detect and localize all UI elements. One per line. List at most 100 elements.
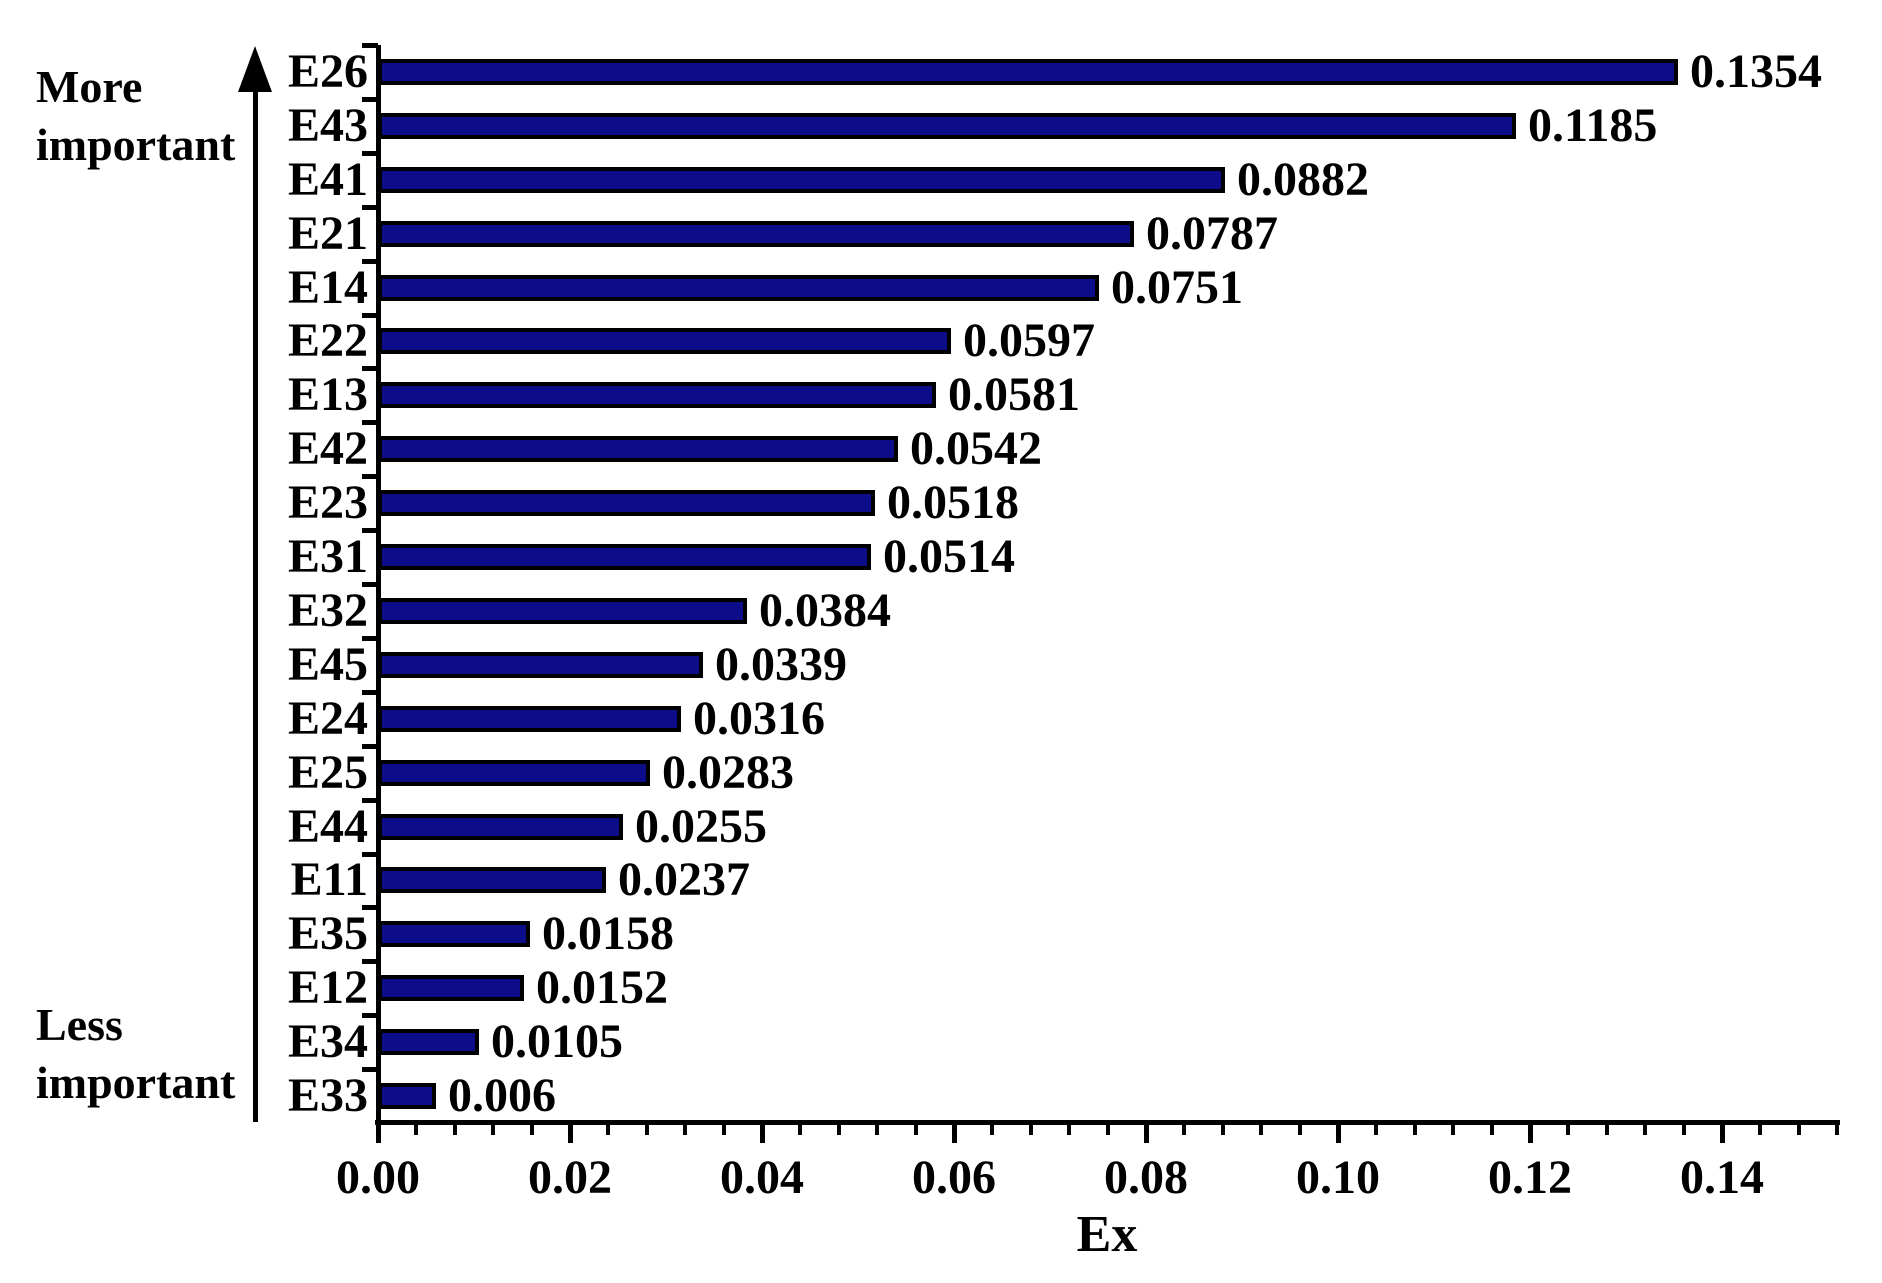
- value-label: 0.0237: [618, 853, 750, 907]
- category-label: E25: [287, 745, 368, 799]
- value-label: 0.0384: [759, 583, 891, 637]
- x-axis-minor-tick: [606, 1123, 611, 1135]
- category-label: E22: [287, 314, 368, 368]
- bar-E24: [378, 705, 681, 732]
- x-axis-minor-tick: [798, 1123, 803, 1135]
- y-axis-tick: [362, 43, 378, 48]
- category-label: E32: [287, 583, 368, 637]
- bar-E25: [378, 759, 650, 786]
- value-label: 0.0339: [715, 637, 847, 691]
- value-label: 0.006: [448, 1069, 556, 1123]
- y-axis-tick: [362, 689, 378, 695]
- x-axis-minor-tick: [721, 1123, 726, 1135]
- category-label: E13: [287, 368, 368, 422]
- y-axis-tick: [362, 743, 378, 749]
- value-label: 0.0542: [910, 422, 1042, 476]
- x-axis-minor-tick: [1182, 1123, 1187, 1135]
- y-axis-tick: [362, 582, 378, 587]
- bar-E42: [378, 436, 898, 463]
- value-label: 0.0581: [948, 368, 1080, 422]
- value-label: 0.0751: [1111, 260, 1243, 314]
- x-axis-title: Ex: [1076, 1206, 1138, 1263]
- value-label: 0.0316: [693, 691, 825, 745]
- bar-E41: [378, 166, 1225, 193]
- category-label: E35: [287, 907, 368, 961]
- x-axis-minor-tick: [1451, 1123, 1456, 1135]
- x-axis-minor-tick: [1028, 1123, 1033, 1135]
- y-axis-tick: [362, 528, 378, 534]
- x-axis-major-tick: [760, 1123, 765, 1143]
- x-axis-minor-tick: [1643, 1123, 1648, 1135]
- bar-E23: [378, 490, 875, 517]
- x-axis-major-tick: [568, 1123, 573, 1143]
- bar-E14: [378, 274, 1099, 301]
- y-axis-tick: [362, 204, 378, 210]
- value-label: 0.0158: [542, 907, 674, 961]
- bar-E44: [378, 813, 623, 840]
- value-label: 0.0152: [536, 961, 668, 1015]
- category-label: E23: [287, 476, 368, 530]
- value-label: 0.0597: [963, 314, 1095, 368]
- x-axis-minor-tick: [1297, 1123, 1302, 1135]
- x-axis-minor-tick: [491, 1123, 496, 1135]
- category-label: E31: [287, 530, 368, 584]
- value-label: 0.0518: [887, 476, 1019, 530]
- y-axis-line: [376, 45, 381, 1123]
- x-tick-label: 0.02: [528, 1151, 612, 1204]
- y-axis-tick: [362, 150, 378, 156]
- bar-E32: [378, 597, 747, 624]
- y-axis-tick: [362, 312, 378, 318]
- y-axis-tick: [362, 420, 378, 426]
- y-axis-tick: [362, 474, 378, 480]
- x-axis-major-tick: [952, 1123, 957, 1143]
- category-label: E41: [287, 152, 368, 206]
- x-axis-minor-tick: [1835, 1123, 1840, 1135]
- bar-E21: [378, 220, 1134, 247]
- y-axis-tick: [362, 635, 378, 641]
- y-axis-tick: [362, 851, 378, 857]
- value-label: 0.0283: [662, 745, 794, 799]
- bar-E34: [378, 1029, 479, 1056]
- x-axis-minor-tick: [836, 1123, 841, 1135]
- x-axis-minor-tick: [1604, 1123, 1609, 1135]
- importance-arrow-head-icon: [238, 46, 272, 92]
- bar-E12: [378, 975, 524, 1002]
- category-label: E21: [287, 206, 368, 260]
- bar-E43: [378, 112, 1516, 139]
- value-label: 0.0514: [883, 530, 1015, 584]
- value-label: 0.0787: [1146, 206, 1278, 260]
- value-label: 0.0255: [635, 799, 767, 853]
- x-tick-label: 0.04: [720, 1151, 804, 1204]
- x-axis-minor-tick: [1259, 1123, 1264, 1135]
- y-axis-tick: [362, 258, 378, 264]
- x-tick-label: 0.12: [1488, 1151, 1572, 1204]
- x-axis-minor-tick: [1758, 1123, 1763, 1135]
- x-axis-minor-tick: [1681, 1123, 1686, 1135]
- x-axis-major-tick: [1336, 1123, 1341, 1143]
- x-axis-major-tick: [1144, 1123, 1149, 1143]
- x-axis-minor-tick: [1220, 1123, 1225, 1135]
- x-axis-minor-tick: [875, 1123, 880, 1135]
- x-axis-line: [375, 1120, 1841, 1125]
- value-label: 0.1185: [1528, 98, 1658, 152]
- value-label: 0.0882: [1237, 152, 1369, 206]
- bar-E33: [378, 1083, 436, 1110]
- x-axis-minor-tick: [452, 1123, 457, 1135]
- importance-arrow-line: [253, 88, 258, 1122]
- x-axis-minor-tick: [1105, 1123, 1110, 1135]
- x-axis-minor-tick: [683, 1123, 688, 1135]
- category-label: E24: [287, 691, 368, 745]
- y-axis-tick: [362, 797, 378, 803]
- value-label: 0.0105: [491, 1015, 623, 1069]
- category-label: E42: [287, 422, 368, 476]
- bar-E13: [378, 382, 936, 409]
- x-axis-minor-tick: [1796, 1123, 1801, 1135]
- x-axis-minor-tick: [990, 1123, 995, 1135]
- category-label: E11: [290, 853, 368, 907]
- category-label: E45: [287, 637, 368, 691]
- y-axis-tick: [362, 1067, 378, 1073]
- y-axis-tick: [362, 905, 378, 911]
- category-label: E26: [287, 44, 368, 98]
- y-axis-tick: [362, 96, 378, 102]
- x-tick-label: 0.14: [1680, 1151, 1764, 1204]
